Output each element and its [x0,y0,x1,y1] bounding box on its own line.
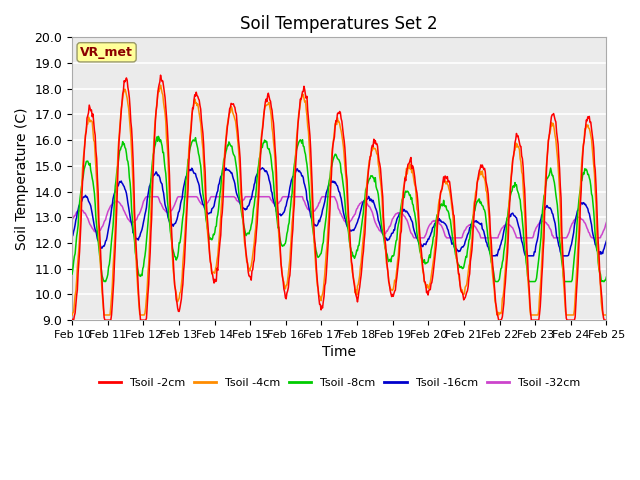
Text: VR_met: VR_met [80,46,133,59]
X-axis label: Time: Time [323,346,356,360]
Title: Soil Temperatures Set 2: Soil Temperatures Set 2 [241,15,438,33]
Y-axis label: Soil Temperature (C): Soil Temperature (C) [15,108,29,250]
Legend: Tsoil -2cm, Tsoil -4cm, Tsoil -8cm, Tsoil -16cm, Tsoil -32cm: Tsoil -2cm, Tsoil -4cm, Tsoil -8cm, Tsoi… [94,374,584,393]
